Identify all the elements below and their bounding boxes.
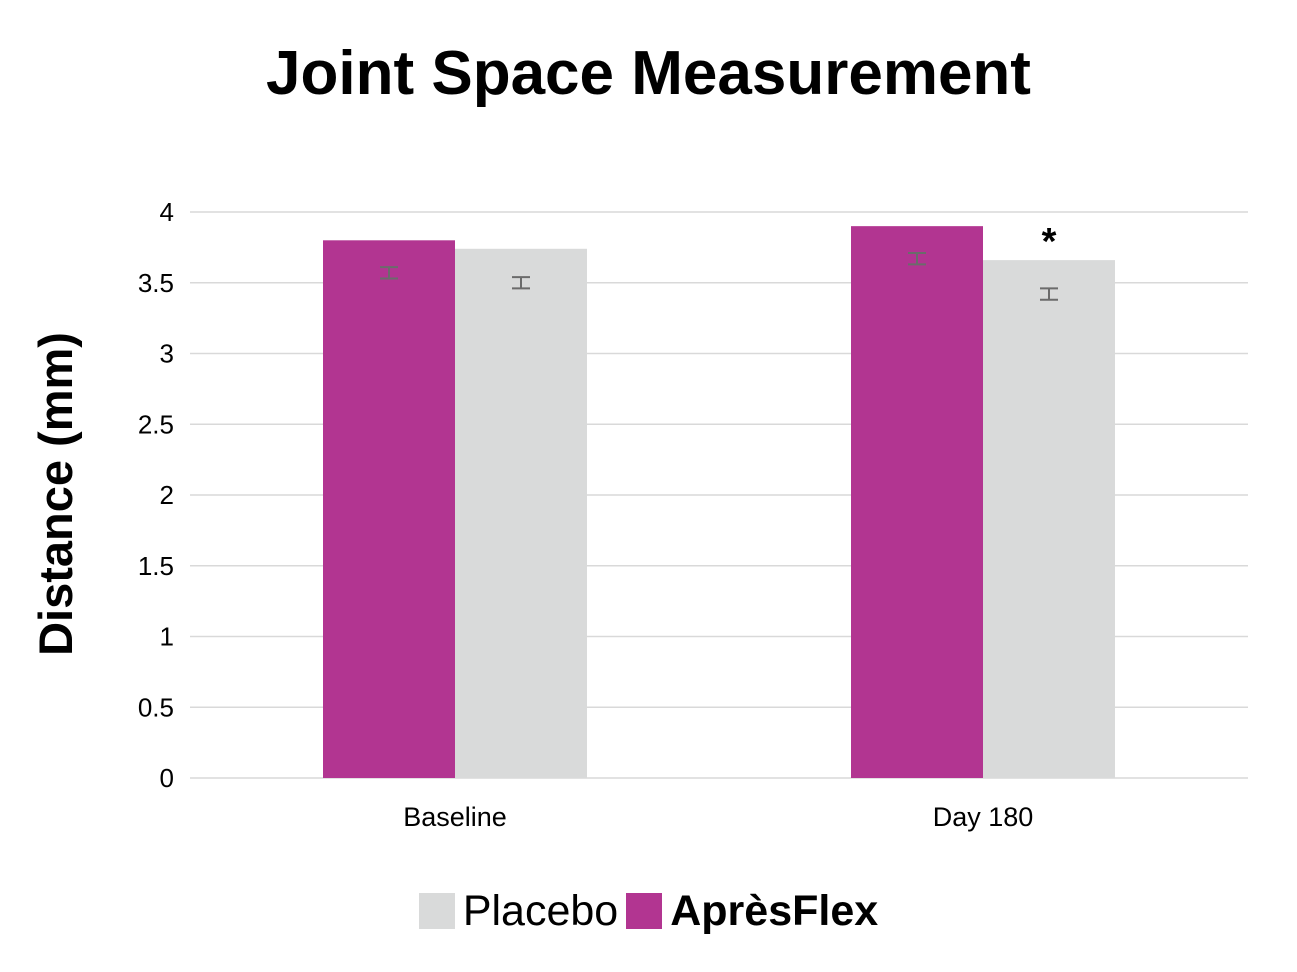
- y-tick-label: 4: [160, 197, 174, 227]
- legend-item-apr-sflex: AprèsFlex: [626, 886, 878, 936]
- bars: [323, 226, 1115, 779]
- y-tick-label: 0: [160, 763, 174, 793]
- legend-label: AprèsFlex: [670, 887, 879, 935]
- y-axis-ticks: 0 0.5 1 1.5 2 2.5 3 3.5 4: [138, 197, 174, 793]
- error-bar: [380, 266, 398, 280]
- bar-apr-sflex-day-180: [851, 226, 983, 778]
- legend-swatch: [418, 893, 455, 929]
- bar-placebo-day-180: [983, 260, 1115, 778]
- bar-apr-sflex-baseline: [323, 240, 455, 779]
- x-tick-label: Baseline: [403, 802, 507, 832]
- annotations: *: [1042, 221, 1057, 263]
- y-axis-title: Distance (mm): [29, 332, 82, 656]
- y-tick-label: 3: [160, 339, 174, 369]
- x-tick-label: Day 180: [933, 802, 1034, 832]
- error-bar: [908, 252, 926, 266]
- y-tick-label: 1.5: [138, 551, 174, 581]
- y-tick-label: 2.5: [138, 409, 174, 439]
- error-bar: [1040, 287, 1058, 301]
- bar-placebo-baseline: [455, 248, 587, 779]
- legend-item-placebo: Placebo: [418, 886, 619, 936]
- y-tick-label: 0.5: [138, 692, 174, 722]
- legend-swatch: [626, 893, 663, 929]
- significance-asterisk: *: [1042, 221, 1057, 263]
- y-tick-label: 1: [160, 622, 174, 652]
- chart-title: Joint Space Measurement: [266, 39, 1031, 108]
- y-tick-label: 3.5: [138, 268, 174, 298]
- error-bar: [512, 276, 530, 290]
- legend-label: Placebo: [462, 887, 619, 935]
- legend: Placebo AprèsFlex: [0, 886, 1297, 936]
- y-tick-label: 2: [160, 480, 174, 510]
- error-bars: [380, 252, 1058, 301]
- x-axis-labels: Baseline Day 180: [403, 802, 1033, 832]
